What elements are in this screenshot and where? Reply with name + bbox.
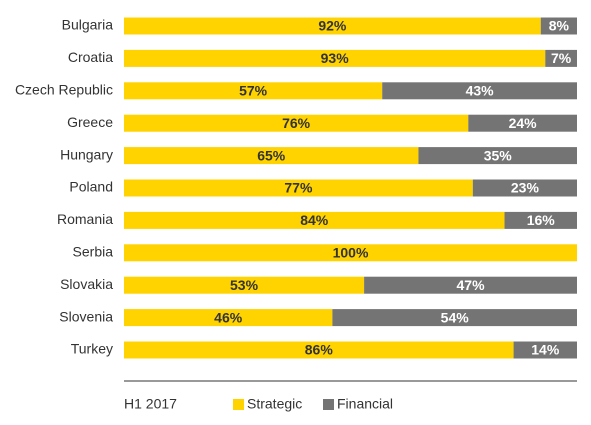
data-label-strategic-slovenia: 46% <box>214 309 243 325</box>
data-label-financial-greece: 24% <box>509 115 538 131</box>
bar-strategic-greece <box>124 114 469 132</box>
category-label-romania: Romania <box>57 211 113 227</box>
data-label-financial-croatia: 7% <box>551 50 572 66</box>
legend: Strategic Financial <box>233 396 393 412</box>
category-label-hungary: Hungary <box>60 146 113 162</box>
bar-financial-slovenia <box>332 309 577 327</box>
bar-financial-czech-republic <box>382 82 577 100</box>
data-label-financial-czech-republic: 43% <box>466 83 495 99</box>
bar-financial-poland <box>472 179 577 197</box>
data-label-financial-poland: 23% <box>511 180 540 196</box>
bar-financial-croatia <box>545 49 577 67</box>
data-label-strategic-czech-republic: 57% <box>239 83 268 99</box>
bar-strategic-poland <box>124 179 473 197</box>
category-label-slovenia: Slovenia <box>59 308 113 324</box>
bar-strategic-hungary <box>124 147 419 165</box>
bar-strategic-romania <box>124 211 505 229</box>
category-label-greece: Greece <box>67 114 113 130</box>
data-label-financial-hungary: 35% <box>484 147 513 163</box>
category-label-poland: Poland <box>69 179 113 195</box>
data-label-strategic-croatia: 93% <box>321 50 350 66</box>
bar-strategic-czech-republic <box>124 82 383 100</box>
bar-financial-romania <box>504 211 577 229</box>
data-label-financial-slovenia: 54% <box>441 309 470 325</box>
bar-strategic-slovakia <box>124 276 365 294</box>
category-label-turkey: Turkey <box>71 341 113 357</box>
data-label-strategic-bulgaria: 92% <box>318 18 347 34</box>
data-label-financial-turkey: 14% <box>531 342 560 358</box>
legend-label-financial: Financial <box>337 396 393 412</box>
data-label-financial-slovakia: 47% <box>457 277 486 293</box>
data-label-financial-romania: 16% <box>527 212 556 228</box>
category-label-croatia: Croatia <box>68 49 113 65</box>
data-label-strategic-turkey: 86% <box>305 342 334 358</box>
data-label-strategic-serbia: 100% <box>333 245 369 261</box>
category-label-bulgaria: Bulgaria <box>62 17 114 33</box>
legend-label-strategic: Strategic <box>247 396 302 412</box>
bar-financial-bulgaria <box>540 17 577 35</box>
data-label-strategic-greece: 76% <box>282 115 311 131</box>
category-labels: Bulgaria Croatia Czech Republic Greece Hunga… <box>15 17 113 357</box>
data-label-financial-bulgaria: 8% <box>549 18 570 34</box>
period-label: H1 2017 <box>124 396 177 412</box>
bar-financial-greece <box>468 114 577 132</box>
category-label-czech-republic: Czech Republic <box>15 82 113 98</box>
data-label-strategic-romania: 84% <box>300 212 329 228</box>
data-label-strategic-poland: 77% <box>284 180 313 196</box>
bar-financial-hungary <box>418 147 577 165</box>
legend-swatch-financial <box>323 399 334 410</box>
bar-strategic-bulgaria <box>124 17 541 35</box>
bar-strategic-turkey <box>124 341 514 359</box>
bar-financial-turkey <box>513 341 577 359</box>
legend-swatch-strategic <box>233 399 244 410</box>
bar-financial-slovakia <box>364 276 577 294</box>
data-label-strategic-slovakia: 53% <box>230 277 259 293</box>
bars-group: 92% 8% 93% 7% 57% 43% 76% 24% 65% 35% 77% 23% 84% 16%… <box>124 17 577 359</box>
category-label-slovakia: Slovakia <box>60 276 113 292</box>
bar-strategic-slovenia <box>124 309 333 327</box>
bar-strategic-serbia <box>124 244 577 262</box>
data-label-strategic-hungary: 65% <box>257 147 286 163</box>
bar-strategic-croatia <box>124 49 546 67</box>
category-label-serbia: Serbia <box>73 244 114 260</box>
